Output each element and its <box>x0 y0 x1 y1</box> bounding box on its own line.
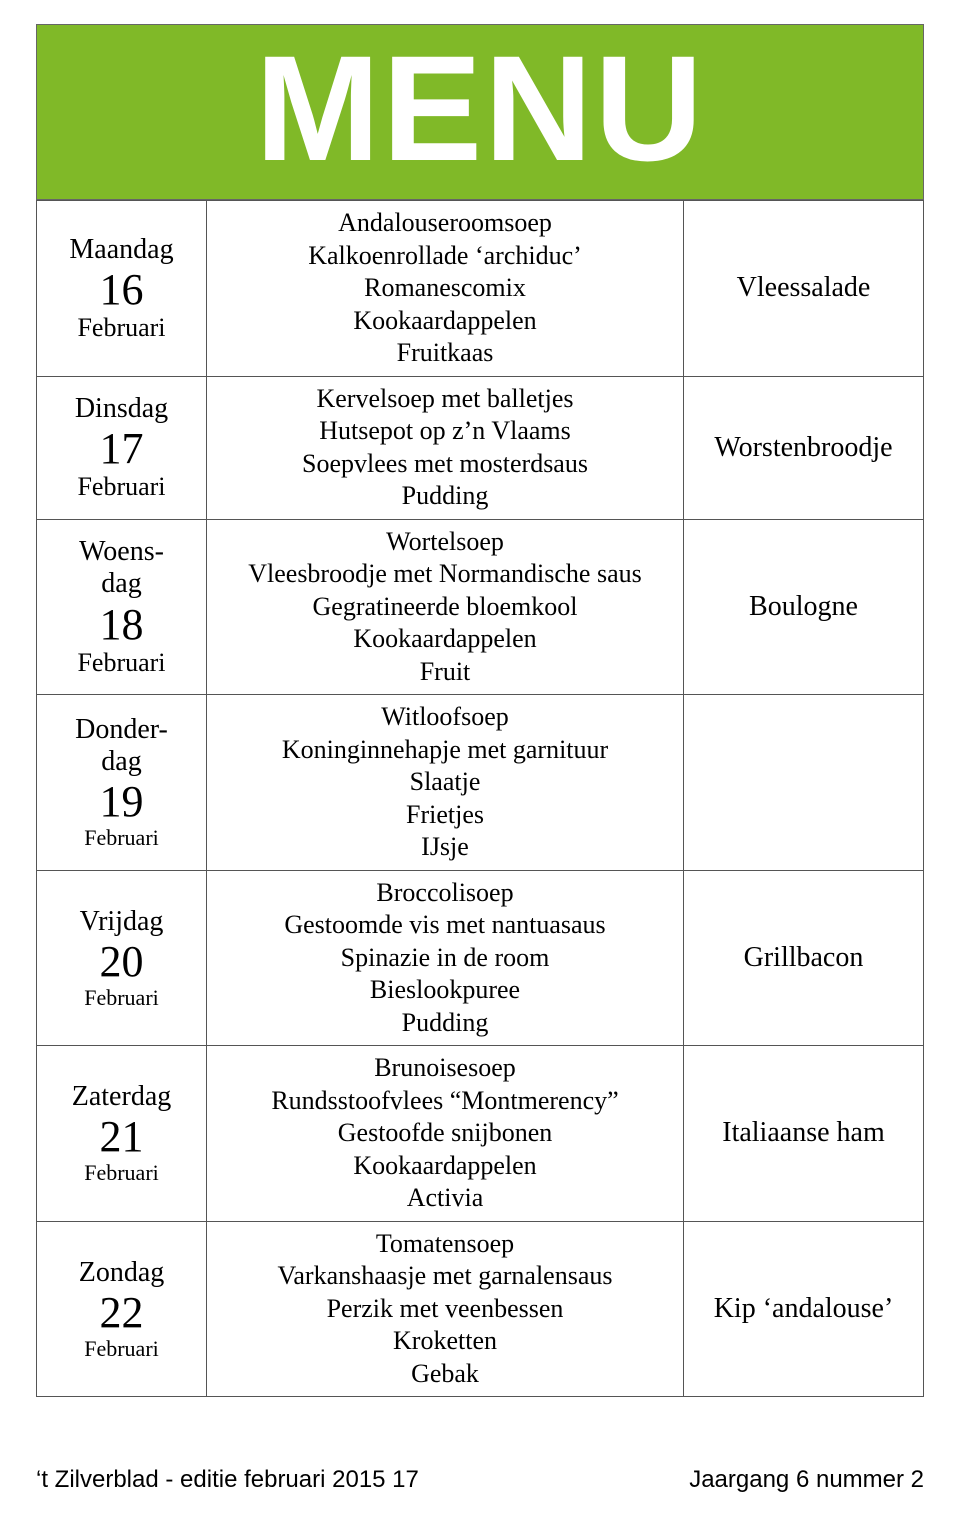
day-month: Februari <box>47 314 196 343</box>
meal-line: Hutsepot op z’n Vlaams <box>217 415 673 448</box>
menu-table: Maandag16FebruariAndalouseroomsoepKalkoe… <box>36 200 924 1397</box>
meal-line: Gestoofde snijbonen <box>217 1117 673 1150</box>
table-row: Zondag22FebruariTomatensoepVarkanshaasje… <box>37 1221 924 1397</box>
menu-header: MENU <box>36 24 924 200</box>
day-number: 18 <box>47 603 196 647</box>
meal-line: Rundsstoofvlees “Montmerency” <box>217 1085 673 1118</box>
meal-line: Pudding <box>217 480 673 513</box>
table-row: Woens-dag18FebruariWortelsoepVleesbroodj… <box>37 519 924 695</box>
menu-title: MENU <box>37 33 923 183</box>
table-row: Zaterdag21FebruariBrunoisesoepRundsstoof… <box>37 1046 924 1222</box>
meal-line: Kalkoenrollade ‘archiduc’ <box>217 240 673 273</box>
meal-line: Slaatje <box>217 766 673 799</box>
day-month: Februari <box>47 986 196 1010</box>
day-month: Februari <box>47 473 196 502</box>
meal-cell: TomatensoepVarkanshaasje met garnalensau… <box>207 1221 684 1397</box>
side-cell: Vleessalade <box>684 201 924 377</box>
page-footer: ‘t Zilverblad - editie februari 2015 17 … <box>36 1466 924 1494</box>
footer-left: ‘t Zilverblad - editie februari 2015 17 <box>36 1466 419 1494</box>
meal-line: IJsje <box>217 831 673 864</box>
day-number: 22 <box>47 1291 196 1335</box>
day-name: Zaterdag <box>47 1081 196 1113</box>
table-row: Dinsdag17FebruariKervelsoep met balletje… <box>37 376 924 519</box>
meal-line: Gestoomde vis met nantuasaus <box>217 909 673 942</box>
meal-cell: BroccolisoepGestoomde vis met nantuasaus… <box>207 870 684 1046</box>
side-cell: Worstenbroodje <box>684 376 924 519</box>
footer-right: Jaargang 6 nummer 2 <box>689 1466 924 1494</box>
meal-line: Pudding <box>217 1007 673 1040</box>
meal-cell: Kervelsoep met balletjesHutsepot op z’n … <box>207 376 684 519</box>
day-number: 20 <box>47 940 196 984</box>
meal-cell: WitloofsoepKoninginnehapje met garnituur… <box>207 695 684 871</box>
meal-line: Vleesbroodje met Normandische saus <box>217 558 673 591</box>
meal-line: Soepvlees met mosterdsaus <box>217 448 673 481</box>
day-name: Dinsdag <box>47 393 196 425</box>
meal-line: Koninginnehapje met garnituur <box>217 734 673 767</box>
day-cell: Dinsdag17Februari <box>37 376 207 519</box>
meal-line: Andalouseroomsoep <box>217 207 673 240</box>
meal-line: Kookaardappelen <box>217 305 673 338</box>
meal-cell: BrunoisesoepRundsstoofvlees “Montmerency… <box>207 1046 684 1222</box>
meal-cell: AndalouseroomsoepKalkoenrollade ‘archidu… <box>207 201 684 377</box>
day-month: Februari <box>47 1161 196 1185</box>
day-cell: Zondag22Februari <box>37 1221 207 1397</box>
side-cell: Grillbacon <box>684 870 924 1046</box>
meal-line: Kookaardappelen <box>217 1150 673 1183</box>
meal-line: Kroketten <box>217 1325 673 1358</box>
day-number: 19 <box>47 780 196 824</box>
day-name: Vrijdag <box>47 906 196 938</box>
meal-line: Romanescomix <box>217 272 673 305</box>
day-number: 16 <box>47 268 196 312</box>
meal-line: Wortelsoep <box>217 526 673 559</box>
side-cell: Kip ‘andalouse’ <box>684 1221 924 1397</box>
day-number: 17 <box>47 427 196 471</box>
meal-line: Gebak <box>217 1358 673 1391</box>
day-cell: Vrijdag20Februari <box>37 870 207 1046</box>
day-cell: Woens-dag18Februari <box>37 519 207 695</box>
page: MENU Maandag16FebruariAndalouseroomsoepK… <box>0 0 960 1397</box>
meal-line: Fruit <box>217 656 673 689</box>
meal-line: Tomatensoep <box>217 1228 673 1261</box>
side-cell: Italiaanse ham <box>684 1046 924 1222</box>
day-number: 21 <box>47 1115 196 1159</box>
side-cell <box>684 695 924 871</box>
meal-line: Frietjes <box>217 799 673 832</box>
meal-line: Kervelsoep met balletjes <box>217 383 673 416</box>
meal-line: Activia <box>217 1182 673 1215</box>
meal-line: Bieslookpuree <box>217 974 673 1007</box>
day-month: Februari <box>47 1337 196 1361</box>
day-month: Februari <box>47 826 196 850</box>
meal-line: Witloofsoep <box>217 701 673 734</box>
day-cell: Donder-dag19Februari <box>37 695 207 871</box>
day-month: Februari <box>47 649 196 678</box>
side-cell: Boulogne <box>684 519 924 695</box>
meal-line: Varkanshaasje met garnalensaus <box>217 1260 673 1293</box>
table-row: Maandag16FebruariAndalouseroomsoepKalkoe… <box>37 201 924 377</box>
meal-line: Fruitkaas <box>217 337 673 370</box>
table-row: Donder-dag19FebruariWitloofsoepKoninginn… <box>37 695 924 871</box>
meal-line: Brunoisesoep <box>217 1052 673 1085</box>
meal-line: Spinazie in de room <box>217 942 673 975</box>
day-name: Zondag <box>47 1257 196 1289</box>
meal-cell: WortelsoepVleesbroodje met Normandische … <box>207 519 684 695</box>
day-name: Woens-dag <box>47 536 196 600</box>
menu-tbody: Maandag16FebruariAndalouseroomsoepKalkoe… <box>37 201 924 1397</box>
meal-line: Gegratineerde bloemkool <box>217 591 673 624</box>
day-cell: Zaterdag21Februari <box>37 1046 207 1222</box>
meal-line: Perzik met veenbessen <box>217 1293 673 1326</box>
table-row: Vrijdag20FebruariBroccolisoepGestoomde v… <box>37 870 924 1046</box>
day-name: Maandag <box>47 234 196 266</box>
day-name: Donder-dag <box>47 714 196 778</box>
meal-line: Broccolisoep <box>217 877 673 910</box>
meal-line: Kookaardappelen <box>217 623 673 656</box>
day-cell: Maandag16Februari <box>37 201 207 377</box>
